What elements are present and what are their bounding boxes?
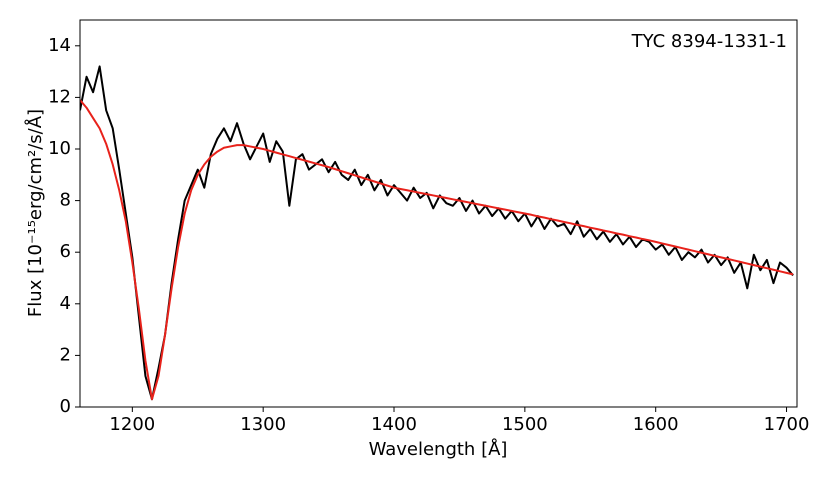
y-tick-label: 12 <box>48 86 71 107</box>
plot-frame <box>79 19 798 408</box>
x-tick-label: 1400 <box>371 414 417 435</box>
x-tick-label: 1200 <box>109 414 155 435</box>
annotation: TYC 8394-1331-1 <box>631 31 787 52</box>
spectrum-line <box>80 65 794 401</box>
y-tick-label: 14 <box>48 35 71 56</box>
y-tick-label: 10 <box>48 138 71 159</box>
x-axis-label: Wavelength [Å] <box>369 438 508 460</box>
x-tick-label: 1500 <box>502 414 548 435</box>
y-tick-label: 8 <box>60 190 71 211</box>
y-tick-label: 2 <box>60 344 71 365</box>
spectrum-line <box>80 99 794 401</box>
y-tick-label: 0 <box>60 396 71 417</box>
y-axis-label: Flux [10⁻¹⁵erg/cm²/s/Å] <box>24 109 46 317</box>
x-tick-label: 1600 <box>633 414 679 435</box>
y-tick-label: 4 <box>60 293 71 314</box>
y-tick-label: 6 <box>60 241 71 262</box>
x-tick-label: 1700 <box>764 414 810 435</box>
x-tick-label: 1300 <box>240 414 286 435</box>
